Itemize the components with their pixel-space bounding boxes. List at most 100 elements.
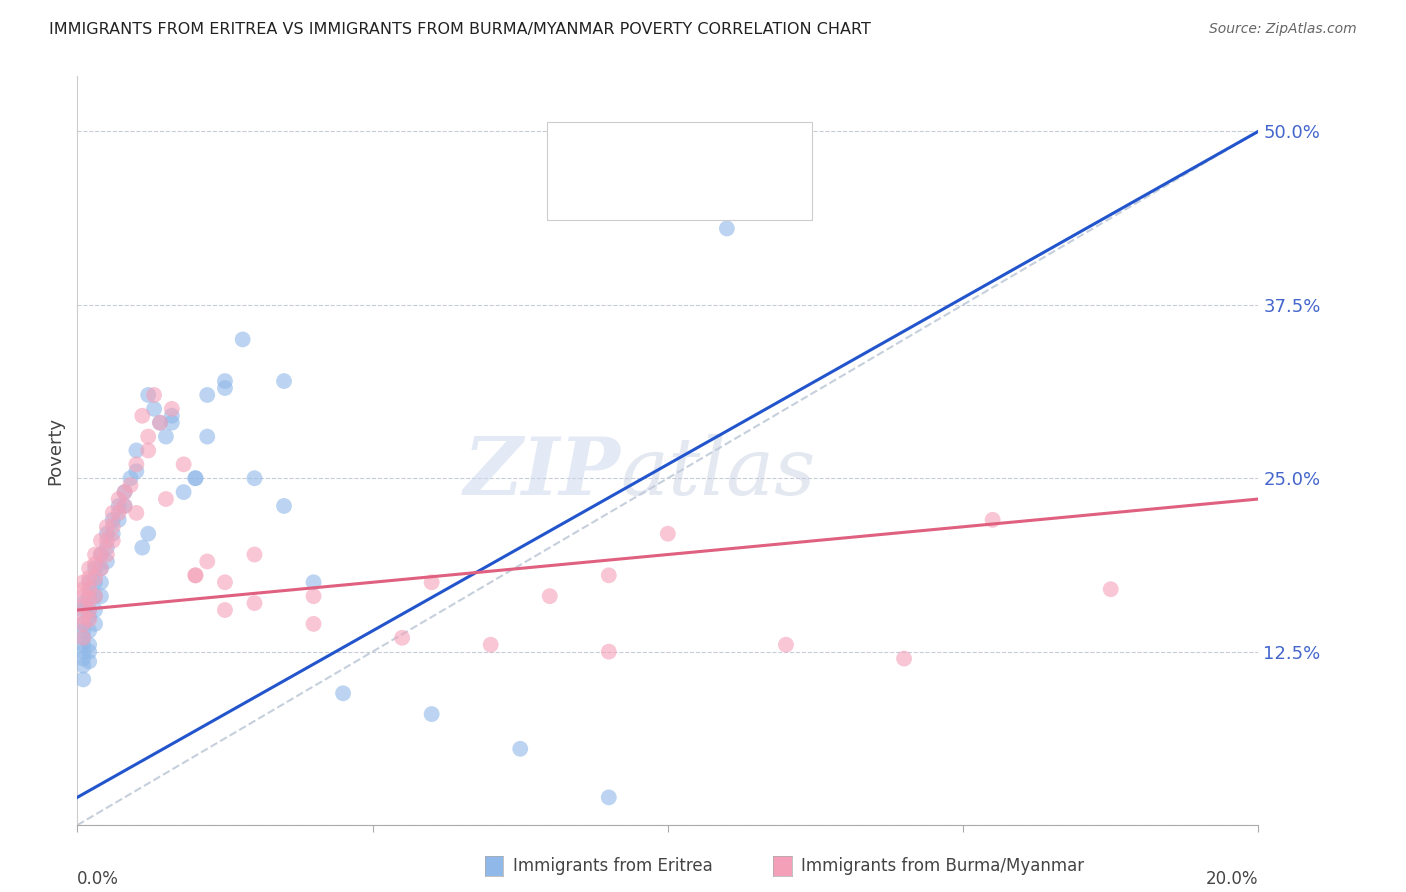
Point — [214, 575, 236, 590]
Point — [107, 499, 129, 513]
Point — [72, 616, 94, 631]
Point — [120, 478, 142, 492]
Point — [72, 631, 94, 645]
Point — [184, 568, 207, 582]
Point — [72, 616, 94, 631]
Point — [131, 409, 153, 423]
Point — [214, 374, 236, 388]
Point — [107, 513, 129, 527]
Point — [332, 686, 354, 700]
Text: IMMIGRANTS FROM ERITREA VS IMMIGRANTS FROM BURMA/MYANMAR POVERTY CORRELATION CHA: IMMIGRANTS FROM ERITREA VS IMMIGRANTS FR… — [49, 22, 872, 37]
Point — [893, 651, 915, 665]
Point — [90, 533, 112, 548]
Point — [101, 520, 124, 534]
Point — [657, 526, 679, 541]
Point — [160, 416, 183, 430]
Point — [96, 541, 118, 555]
Point — [273, 374, 295, 388]
Point — [214, 381, 236, 395]
Point — [160, 409, 183, 423]
Point — [184, 471, 207, 485]
Point — [90, 589, 112, 603]
Point — [96, 548, 118, 562]
Point — [184, 568, 207, 582]
Point — [72, 596, 94, 610]
Text: R =  0.145: R = 0.145 — [588, 182, 676, 200]
Point — [598, 568, 620, 582]
Point — [77, 613, 100, 627]
Point — [90, 561, 112, 575]
Point — [173, 485, 195, 500]
Point — [195, 388, 218, 402]
Point — [125, 443, 148, 458]
Point — [84, 589, 107, 603]
Text: Immigrants from Eritrea: Immigrants from Eritrea — [513, 857, 713, 875]
Point — [243, 471, 266, 485]
Point — [420, 575, 443, 590]
Point — [160, 401, 183, 416]
Point — [143, 401, 166, 416]
Point — [96, 526, 118, 541]
Point — [84, 561, 107, 575]
Point — [72, 673, 94, 687]
Point — [90, 575, 112, 590]
Point — [243, 548, 266, 562]
Point — [125, 464, 148, 478]
Point — [136, 388, 159, 402]
Point — [107, 491, 129, 506]
Text: N = 62: N = 62 — [669, 182, 727, 200]
Point — [107, 506, 129, 520]
Point — [84, 616, 107, 631]
Point — [72, 651, 94, 665]
Point — [195, 554, 218, 568]
Point — [77, 603, 100, 617]
Point — [84, 571, 107, 585]
Point — [149, 416, 172, 430]
Point — [84, 548, 107, 562]
Point — [114, 485, 136, 500]
Point — [90, 548, 112, 562]
Text: Immigrants from Burma/Myanmar: Immigrants from Burma/Myanmar — [801, 857, 1084, 875]
Point — [114, 485, 136, 500]
Point — [420, 707, 443, 722]
Point — [598, 645, 620, 659]
Point — [479, 638, 502, 652]
Point — [195, 429, 218, 443]
Point — [72, 603, 94, 617]
Point — [1099, 582, 1122, 597]
Point — [538, 589, 561, 603]
Point — [136, 443, 159, 458]
Point — [84, 589, 107, 603]
Point — [125, 458, 148, 472]
Point — [243, 596, 266, 610]
Point — [136, 526, 159, 541]
Point — [114, 499, 136, 513]
Point — [84, 558, 107, 572]
Point — [96, 533, 118, 548]
Point — [101, 526, 124, 541]
Point — [77, 589, 100, 603]
Text: 20.0%: 20.0% — [1206, 870, 1258, 888]
Text: R = 0.480: R = 0.480 — [588, 138, 671, 156]
Point — [72, 624, 94, 638]
Point — [96, 554, 118, 568]
Point — [598, 790, 620, 805]
Text: ZIP: ZIP — [464, 434, 620, 512]
Point — [114, 499, 136, 513]
Point — [90, 548, 112, 562]
Point — [173, 458, 195, 472]
Point — [101, 513, 124, 527]
Point — [84, 603, 107, 617]
Point — [77, 610, 100, 624]
Point — [72, 589, 94, 603]
Point — [184, 471, 207, 485]
Point — [72, 599, 94, 613]
Point — [149, 416, 172, 430]
Point — [509, 741, 531, 756]
Point — [391, 631, 413, 645]
Point — [77, 645, 100, 659]
Point — [77, 591, 100, 606]
Point — [302, 589, 325, 603]
Point — [96, 520, 118, 534]
Point — [72, 610, 94, 624]
